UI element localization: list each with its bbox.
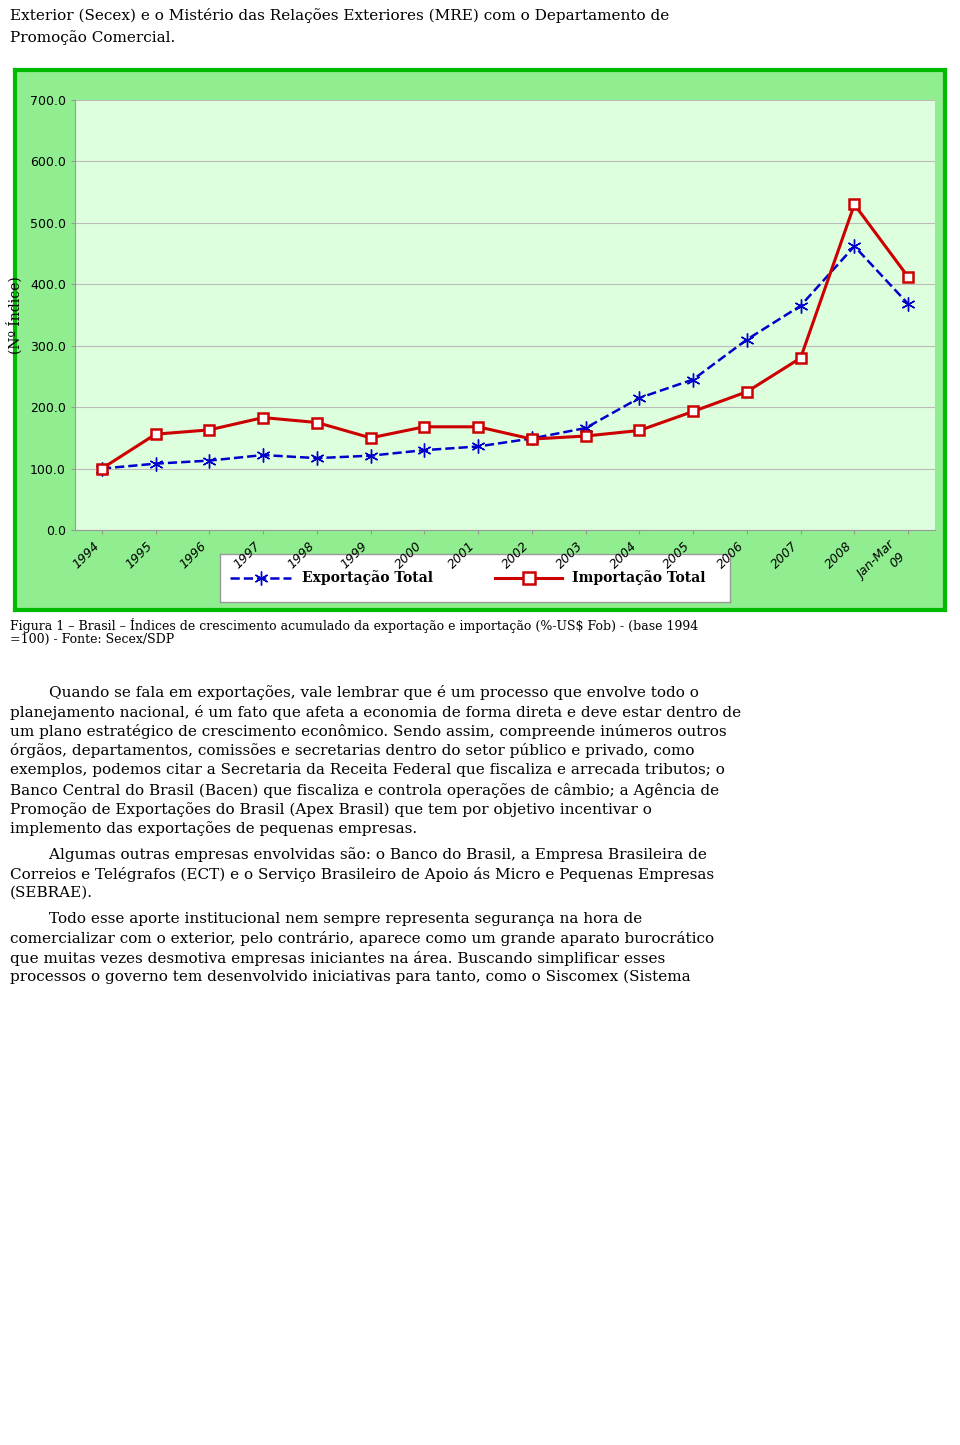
Text: comercializar com o exterior, pelo contrário, aparece como um grande aparato bur: comercializar com o exterior, pelo contr… xyxy=(10,931,714,946)
Text: Todo esse aporte institucional nem sempre representa segurança na hora de: Todo esse aporte institucional nem sempr… xyxy=(10,912,642,925)
Text: planejamento nacional, é um fato que afeta a economia de forma direta e deve est: planejamento nacional, é um fato que afe… xyxy=(10,705,741,720)
Y-axis label: (Nº Índice): (Nº Índice) xyxy=(7,276,23,354)
Text: Exterior (Secex) e o Mistério das Relações Exteriores (MRE) com o Departamento d: Exterior (Secex) e o Mistério das Relaçõ… xyxy=(10,9,669,23)
Text: Promoção Comercial.: Promoção Comercial. xyxy=(10,30,176,45)
Text: exemplos, podemos citar a Secretaria da Receita Federal que fiscaliza e arrecada: exemplos, podemos citar a Secretaria da … xyxy=(10,763,725,777)
Text: órgãos, departamentos, comissões e secretarias dentro do setor público e privado: órgãos, departamentos, comissões e secre… xyxy=(10,744,694,759)
Text: que muitas vezes desmotiva empresas iniciantes na área. Buscando simplificar ess: que muitas vezes desmotiva empresas inic… xyxy=(10,951,665,965)
Text: Importação Total: Importação Total xyxy=(572,571,706,585)
Text: processos o governo tem desenvolvido iniciativas para tanto, como o Siscomex (Si: processos o governo tem desenvolvido ini… xyxy=(10,970,690,984)
Text: Figura 1 – Brasil – Índices de crescimento acumulado da exportação e importação : Figura 1 – Brasil – Índices de crescimen… xyxy=(10,618,698,633)
Text: Promoção de Exportações do Brasil (Apex Brasil) que tem por objetivo incentivar : Promoção de Exportações do Brasil (Apex … xyxy=(10,802,652,816)
Text: (SEBRAE).: (SEBRAE). xyxy=(10,886,93,900)
Text: Exportação Total: Exportação Total xyxy=(301,571,433,585)
Text: Correios e Telégrafos (ECT) e o Serviço Brasileiro de Apoio ás Micro e Pequenas : Correios e Telégrafos (ECT) e o Serviço … xyxy=(10,867,714,881)
Text: =100) - Fonte: Secex/SDP: =100) - Fonte: Secex/SDP xyxy=(10,633,175,646)
Text: um plano estratégico de crescimento econômico. Sendo assim, compreende inúmeros : um plano estratégico de crescimento econ… xyxy=(10,724,727,738)
Text: Banco Central do Brasil (Bacen) que fiscaliza e controla operações de câmbio; a : Banco Central do Brasil (Bacen) que fisc… xyxy=(10,783,719,798)
Text: Algumas outras empresas envolvidas são: o Banco do Brasil, a Empresa Brasileira : Algumas outras empresas envolvidas são: … xyxy=(10,847,707,861)
Text: implemento das exportações de pequenas empresas.: implemento das exportações de pequenas e… xyxy=(10,822,418,837)
Text: Quando se fala em exportações, vale lembrar que é um processo que envolve todo o: Quando se fala em exportações, vale lemb… xyxy=(10,685,699,699)
